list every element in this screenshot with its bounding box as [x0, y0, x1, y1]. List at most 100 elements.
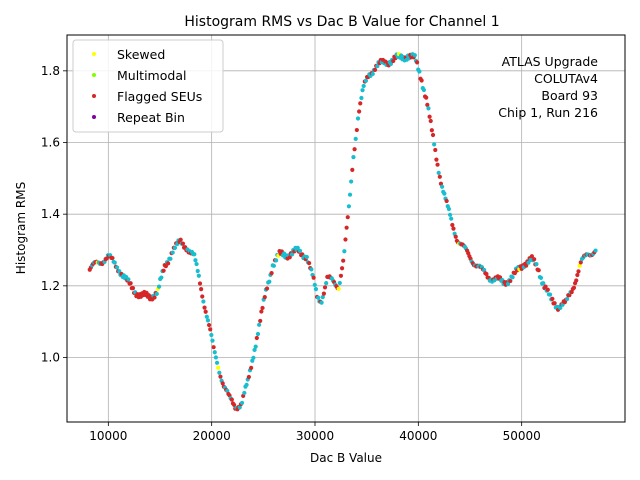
data-point: [447, 212, 453, 217]
data-point: [312, 282, 317, 288]
flagged-seu-point: [345, 215, 350, 220]
data-point: [195, 268, 200, 274]
flagged-seu-point: [430, 132, 436, 138]
flagged-seu-point: [246, 374, 251, 380]
data-point: [201, 299, 206, 304]
y-tick-label: 1.6: [41, 136, 60, 150]
flagged-seu-point: [208, 327, 213, 332]
flagged-seu-point: [269, 270, 274, 276]
legend-marker: [92, 73, 96, 77]
axes-frame: [66, 34, 626, 423]
data-point: [304, 254, 309, 260]
data-point: [370, 71, 375, 77]
flagged-seu-point: [574, 278, 579, 283]
x-tick-label: 40000: [399, 429, 437, 443]
flagged-seu-point: [264, 286, 270, 291]
data-point: [244, 382, 249, 387]
data-point: [541, 281, 546, 286]
data-point: [255, 331, 261, 337]
flagged-seu-point: [341, 258, 346, 263]
data-point: [363, 78, 369, 83]
flagged-seu-point: [552, 301, 557, 306]
data-point: [204, 314, 209, 319]
legend-label: Multimodal: [117, 68, 186, 83]
flagged-seu-point: [543, 284, 548, 289]
data-point: [217, 370, 222, 375]
flagged-seu-point: [425, 102, 430, 108]
data-point: [170, 250, 175, 255]
data-point: [534, 262, 539, 267]
flagged-seu-point: [166, 261, 171, 266]
flagged-seu-point: [429, 128, 434, 133]
legend-box: [72, 39, 224, 133]
data-point: [432, 142, 437, 147]
flagged-seu-point: [437, 174, 442, 179]
y-tick-label: 1.8: [41, 64, 60, 78]
flagged-seu-point: [262, 295, 267, 300]
annotation-line: COLUTAv4: [534, 71, 598, 86]
data-point: [295, 245, 300, 250]
legend-label: Skewed: [117, 47, 165, 62]
flagged-seu-point: [576, 269, 581, 274]
flagged-seu-point: [249, 365, 254, 370]
data-point: [168, 256, 173, 261]
data-point: [297, 248, 303, 253]
data-point: [346, 204, 351, 209]
flagged-seu-point: [453, 234, 458, 239]
data-point: [351, 154, 356, 160]
data-point: [421, 87, 427, 93]
flagged-seu-point: [161, 268, 166, 273]
flagged-seu-point: [350, 167, 355, 172]
x-tick-label: 10000: [89, 429, 127, 443]
flagged-seu-point: [529, 254, 535, 259]
annotation-line: ATLAS Upgrade: [502, 54, 599, 69]
data-point: [154, 291, 159, 296]
flagged-seu-point: [550, 296, 555, 301]
data-point: [213, 355, 218, 360]
ticks-layer: 10000 20000 30000 40000 50000 1.0 1.2 1.4 1.6 1.8: [41, 64, 541, 443]
y-tick-label: 1.4: [41, 207, 60, 221]
y-tick-label: 1.2: [41, 279, 60, 293]
flagged-seu-point: [307, 261, 312, 266]
data-point: [412, 53, 417, 58]
flagged-seu-point: [536, 268, 541, 273]
data-point: [375, 64, 380, 69]
flagged-seu-point: [508, 278, 513, 284]
flagged-seu-point: [128, 281, 133, 286]
flagged-seu-point: [571, 285, 577, 290]
data-point: [319, 300, 324, 305]
data-point: [337, 280, 342, 286]
flagged-seu-point: [211, 345, 216, 350]
data-point: [526, 260, 531, 265]
data-point: [349, 179, 354, 184]
legend-label: Flagged SEUs: [117, 89, 202, 104]
flagged-seu-point: [434, 157, 439, 162]
flagged-seu-point: [433, 147, 438, 153]
flagged-seu-point: [427, 114, 432, 119]
data-point: [257, 322, 262, 327]
data-point: [114, 265, 120, 270]
flagged-seu-point: [343, 237, 348, 242]
data-point: [210, 338, 215, 343]
data-point: [212, 350, 217, 355]
data-point: [242, 390, 247, 396]
flagged-seu-point: [260, 305, 265, 311]
data-point: [205, 318, 211, 323]
flagged-seu-point: [206, 322, 212, 328]
flagged-seu-point: [532, 257, 537, 262]
flagged-seu-point: [311, 275, 316, 280]
data-point: [347, 192, 353, 197]
data-point: [271, 263, 276, 268]
data-point: [251, 355, 256, 360]
data-point: [593, 248, 598, 253]
flagged-seu-point: [391, 58, 396, 64]
flagged-seu-point: [178, 237, 183, 242]
skewed-point: [336, 286, 341, 291]
flagged-seu-point: [231, 402, 237, 407]
flagged-seu-point: [199, 287, 204, 292]
flagged-seu-point: [524, 263, 529, 268]
flagged-seu-point: [575, 272, 580, 278]
data-point: [324, 281, 329, 286]
flagged-seu-point: [428, 118, 433, 124]
flagged-seu-point: [338, 273, 344, 278]
